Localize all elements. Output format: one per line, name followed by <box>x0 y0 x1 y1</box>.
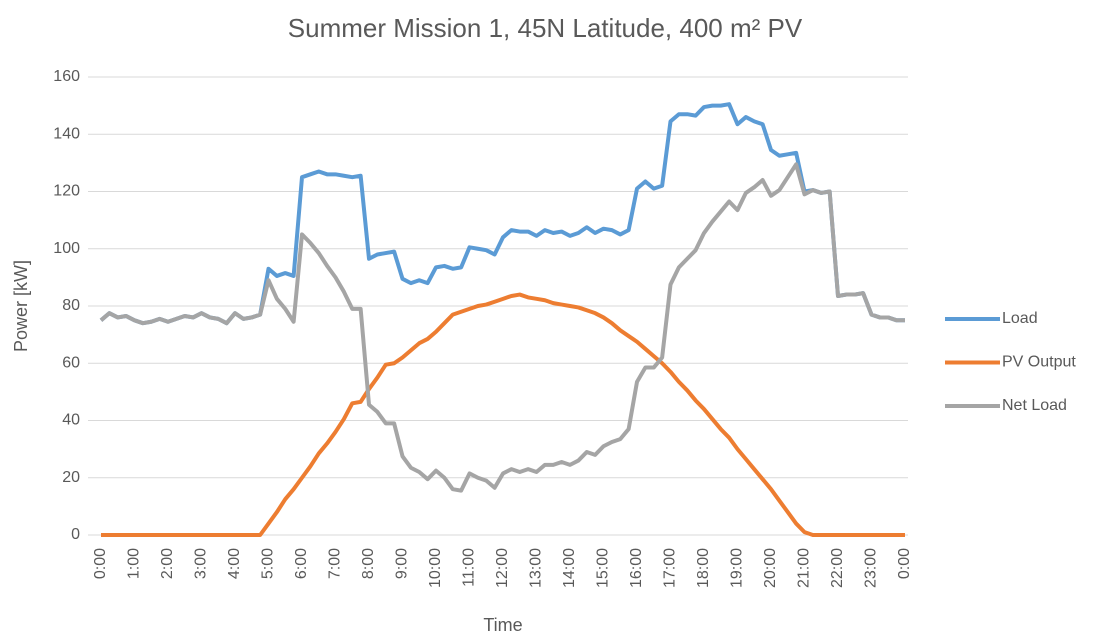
y-tick-label: 100 <box>53 240 80 257</box>
x-tick-label: 19:00 <box>729 548 746 588</box>
x-tick-label: 16:00 <box>628 548 645 588</box>
y-tick-label: 0 <box>71 526 80 543</box>
x-tick-label: 2:00 <box>159 548 176 579</box>
x-tick-label: 17:00 <box>662 548 679 588</box>
y-tick-label: 140 <box>53 125 80 142</box>
legend-label: Load <box>1002 310 1038 327</box>
x-tick-label: 12:00 <box>494 548 511 588</box>
x-tick-label: 9:00 <box>394 548 411 579</box>
y-tick-label: 20 <box>62 469 80 486</box>
x-tick-label: 3:00 <box>193 548 210 579</box>
x-tick-label: 15:00 <box>595 548 612 588</box>
y-tick-label: 40 <box>62 412 80 429</box>
y-tick-label: 120 <box>53 183 80 200</box>
x-tick-label: 1:00 <box>126 548 143 579</box>
x-tick-label: 0:00 <box>92 548 109 579</box>
x-tick-label: 11:00 <box>461 548 478 587</box>
x-tick-label: 4:00 <box>226 548 243 579</box>
series-line <box>99 162 905 493</box>
x-tick-label: 6:00 <box>293 548 310 579</box>
y-tick-label: 80 <box>62 297 80 314</box>
x-tick-label: 13:00 <box>528 548 545 588</box>
series-line <box>101 292 905 537</box>
x-tick-label: 0:00 <box>896 548 913 579</box>
x-tick-label: 22:00 <box>829 548 846 588</box>
x-tick-label: 10:00 <box>427 548 444 588</box>
x-axis-label: Time <box>483 615 522 635</box>
x-tick-label: 7:00 <box>327 548 344 579</box>
x-tick-label: 14:00 <box>561 548 578 588</box>
y-axis-label: Power [kW] <box>11 260 31 352</box>
x-tick-label: 20:00 <box>762 548 779 588</box>
series-line <box>99 102 905 326</box>
legend-label: PV Output <box>1002 354 1076 371</box>
x-tick-label: 21:00 <box>796 548 813 588</box>
x-tick-label: 5:00 <box>260 548 277 579</box>
y-tick-label: 160 <box>53 68 80 85</box>
x-tick-label: 18:00 <box>695 548 712 588</box>
chart-title: Summer Mission 1, 45N Latitude, 400 m² P… <box>288 13 803 43</box>
x-tick-label: 8:00 <box>360 548 377 579</box>
legend-label: Net Load <box>1002 397 1067 414</box>
x-tick-label: 23:00 <box>863 548 880 588</box>
y-tick-label: 60 <box>62 354 80 371</box>
